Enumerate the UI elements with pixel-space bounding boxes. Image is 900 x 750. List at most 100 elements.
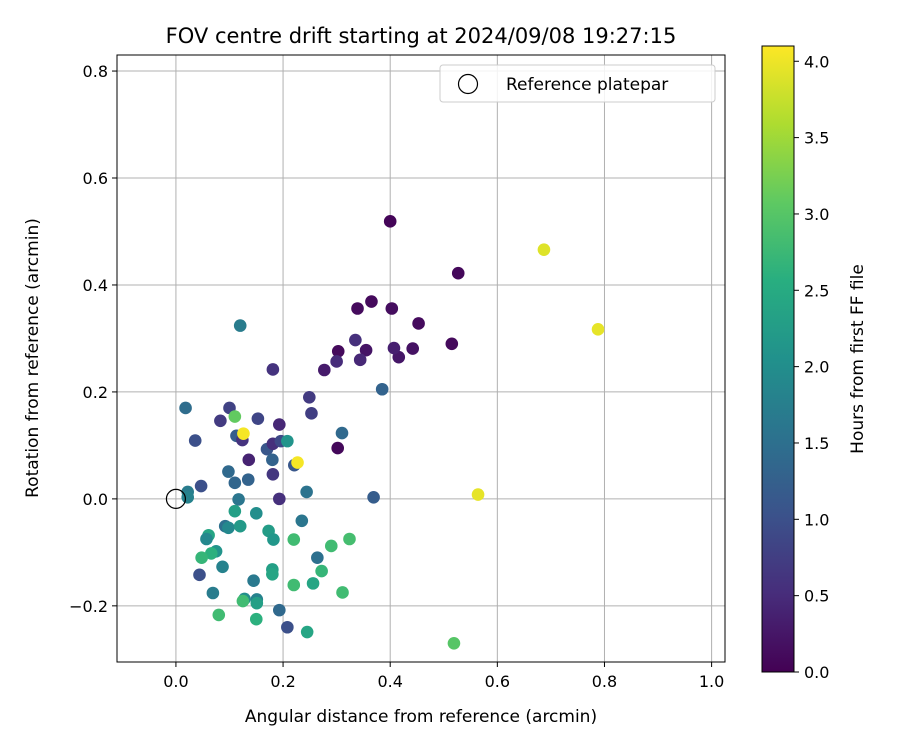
colorbar-tick-label: 1.0	[804, 510, 829, 529]
chart-title: FOV centre drift starting at 2024/09/08 …	[166, 24, 677, 48]
data-point	[250, 596, 264, 610]
data-point	[300, 625, 314, 639]
data-point	[206, 586, 220, 600]
x-tick-label: 0.8	[592, 672, 617, 691]
colorbar-ticks: 0.0 0.5 1.0 1.5 2.0 2.5 3.0 3.5 4.0	[794, 52, 829, 682]
data-point	[537, 243, 551, 256]
colorbar-tick-label: 3.0	[804, 205, 829, 224]
data-point	[241, 473, 255, 486]
data-point	[228, 504, 242, 518]
data-point	[204, 547, 218, 560]
data-point	[287, 533, 301, 546]
x-tick-label: 0.2	[270, 672, 295, 691]
data-point	[212, 608, 226, 622]
data-point	[193, 568, 206, 582]
data-point	[281, 434, 294, 448]
x-axis-label: Angular distance from reference (arcmin)	[245, 707, 597, 727]
y-tick-label: −0.2	[69, 597, 108, 616]
data-point	[249, 507, 263, 520]
data-point	[247, 574, 260, 588]
colorbar-tick-label: 1.5	[804, 434, 829, 453]
data-point	[228, 410, 242, 423]
data-point	[365, 295, 378, 308]
data-point	[237, 427, 250, 440]
x-tick-label: 0.6	[485, 672, 510, 691]
data-point	[295, 514, 309, 528]
data-point	[367, 490, 380, 504]
data-point	[179, 401, 192, 415]
y-tick-label: 0.0	[83, 490, 108, 509]
data-point	[273, 492, 286, 506]
legend-box	[439, 64, 716, 103]
x-tick-label: 1.0	[699, 672, 724, 691]
x-tick-label: 0.0	[163, 672, 188, 691]
x-axis-ticks: 0.0 0.2 0.4 0.6 0.8 1.0	[163, 662, 724, 691]
x-tick-label: 0.4	[377, 672, 402, 691]
data-point	[233, 319, 247, 332]
reference-platepar-marker	[165, 488, 187, 509]
colorbar-tick-label: 2.5	[804, 281, 829, 300]
data-point	[251, 412, 265, 425]
data-point	[222, 521, 235, 535]
data-point	[353, 353, 367, 367]
data-point	[375, 382, 389, 396]
plot-frame	[116, 54, 726, 663]
legend: Reference platepar	[439, 64, 716, 103]
data-point	[200, 532, 213, 546]
data-point	[318, 363, 331, 377]
data-point	[349, 333, 362, 347]
data-point	[266, 467, 280, 481]
data-point	[303, 390, 316, 404]
data-point	[266, 363, 280, 376]
data-point	[451, 266, 465, 280]
colorbar-tick-label: 0.5	[804, 587, 829, 606]
legend-label: Reference platepar	[506, 75, 668, 95]
data-point	[385, 302, 399, 315]
data-point	[249, 612, 263, 626]
data-point	[383, 215, 397, 228]
y-axis-ticks: −0.2 0.0 0.2 0.4 0.6 0.8	[69, 62, 117, 616]
data-point	[233, 519, 247, 533]
colorbar-tick-label: 2.0	[804, 358, 829, 377]
y-tick-label: 0.4	[83, 276, 108, 295]
colorbar-tick-label: 0.0	[804, 663, 829, 682]
data-point	[387, 341, 401, 355]
colorbar-gradient	[761, 45, 795, 673]
data-point	[228, 476, 242, 490]
colorbar-tick-label: 4.0	[804, 52, 829, 71]
data-point	[236, 594, 250, 608]
data-point	[412, 317, 425, 330]
data-point	[287, 578, 301, 592]
data-point	[311, 551, 324, 565]
data-point	[471, 488, 485, 501]
data-point	[335, 426, 349, 440]
data-point	[291, 456, 304, 469]
data-point	[447, 636, 461, 650]
data-point	[273, 418, 286, 431]
data-point	[591, 323, 605, 336]
data-point	[267, 533, 280, 546]
data-point	[222, 465, 235, 478]
data-point	[273, 603, 286, 617]
data-point	[445, 337, 459, 351]
colorbar-label: Hours from first FF file	[848, 264, 868, 454]
data-point	[359, 343, 373, 357]
data-point	[324, 539, 338, 553]
data-point	[351, 302, 364, 315]
y-axis-label: Rotation from reference (arcmin)	[23, 218, 43, 498]
data-point	[242, 453, 256, 467]
data-point	[266, 567, 279, 581]
data-point	[266, 453, 279, 467]
data-point	[232, 493, 245, 506]
data-point	[406, 342, 419, 355]
data-point	[281, 620, 294, 634]
data-points	[165, 215, 605, 650]
data-point	[195, 551, 208, 565]
data-point	[300, 485, 313, 499]
data-point	[330, 355, 343, 368]
colorbar: 0.0 0.5 1.0 1.5 2.0 2.5 3.0 3.5 4.0 Hours from f…	[761, 45, 868, 682]
y-tick-label: 0.6	[83, 169, 108, 188]
colorbar-tick-label: 3.5	[804, 129, 829, 148]
legend-reference-marker	[457, 73, 479, 95]
